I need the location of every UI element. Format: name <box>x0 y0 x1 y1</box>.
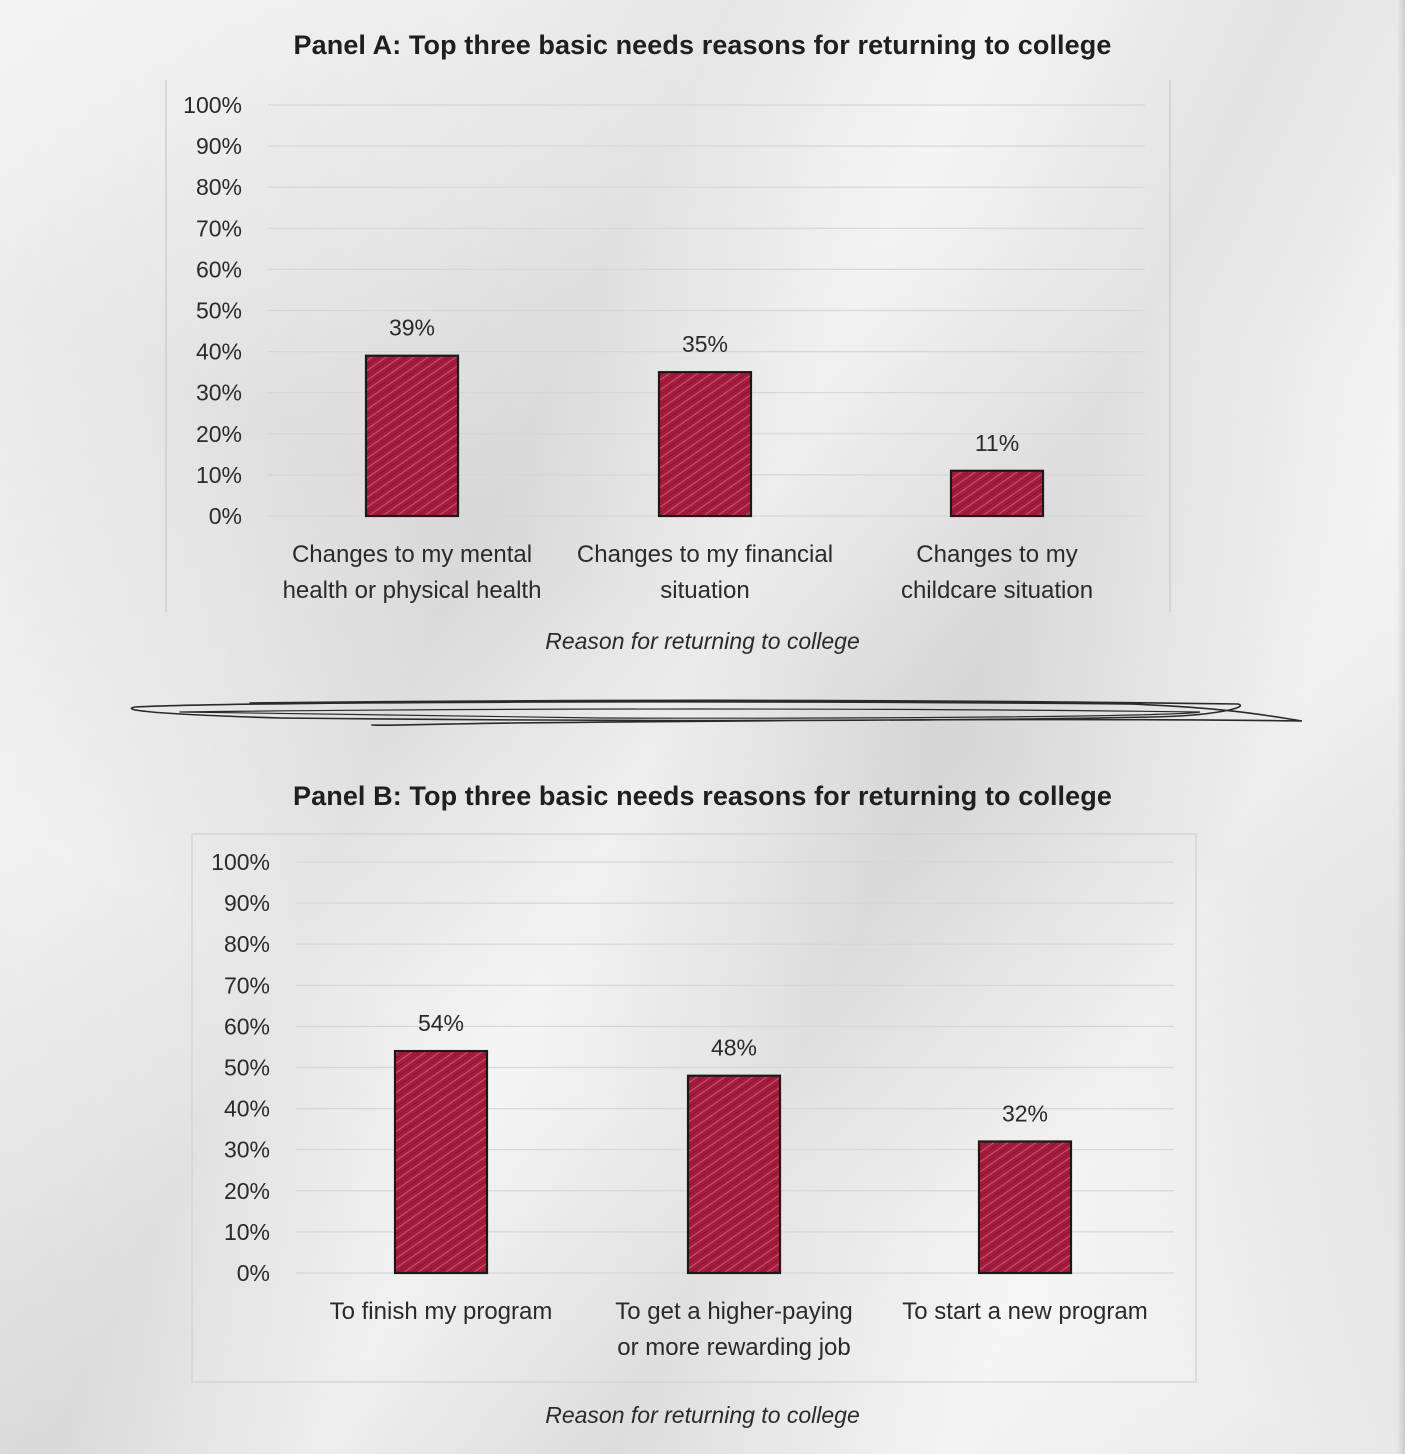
panel-b-category-label-1: To finish my program <box>330 1298 553 1325</box>
panel-a-data-label-3: 11% <box>975 430 1019 456</box>
panel-b-x-axis-label: Reason for returning to college <box>545 1402 860 1428</box>
panel-b-y-tick-label: 30% <box>224 1137 270 1163</box>
panel-a-y-tick-label: 80% <box>196 174 242 200</box>
panel-a-data-label-1: 39% <box>389 315 435 341</box>
panel-b-y-tick-label: 70% <box>224 972 270 998</box>
panel-b-title: Panel B: Top three basic needs reasons f… <box>293 781 1112 811</box>
panel-a-x-axis-label: Reason for returning to college <box>545 628 860 654</box>
panel-a-y-tick-label: 10% <box>196 462 242 488</box>
panel-b-category-label-3: To start a new program <box>902 1298 1147 1325</box>
panel-b-y-tick-label: 100% <box>211 849 270 875</box>
panel-a-category-label-1: Changes to my mental <box>292 541 532 568</box>
panel-a-category-label-2: Changes to my financial <box>577 541 833 568</box>
panel-b-data-label-3: 32% <box>1002 1100 1048 1126</box>
panel-b-bar-2 <box>686 1074 782 1275</box>
panel-a-y-tick-label: 70% <box>196 215 242 241</box>
panel-b-y-tick-label: 60% <box>224 1013 270 1039</box>
panel-a-y-tick-label: 50% <box>196 298 242 324</box>
panel-a-y-tick-label: 90% <box>196 133 242 159</box>
panel-a-category-label-1: health or physical health <box>283 577 542 604</box>
panel-a-data-label-2: 35% <box>682 331 728 357</box>
panel-b-category-label-2: or more rewarding job <box>617 1334 850 1361</box>
panel-a-category-label-2: situation <box>660 577 749 604</box>
panel-b-y-tick-label: 0% <box>237 1260 270 1286</box>
panel-b-y-tick-label: 50% <box>224 1055 270 1081</box>
panel-b-bar-3 <box>977 1140 1073 1275</box>
panel-b-data-label-2: 48% <box>711 1035 757 1061</box>
panel-b-y-tick-label: 40% <box>224 1096 270 1122</box>
panel-a-y-tick-label: 40% <box>196 339 242 365</box>
panel-a-category-label-3: childcare situation <box>901 577 1093 604</box>
panel-b-frame <box>191 833 1197 1383</box>
paper-edge-shadow <box>1397 0 1405 1454</box>
panel-b-y-tick-label: 80% <box>224 931 270 957</box>
panel-b-data-label-1: 54% <box>418 1010 464 1036</box>
panel-a-bar-3 <box>949 469 1045 518</box>
panel-a-category-label-3: Changes to my <box>916 541 1077 568</box>
panel-a-y-tick-label: 0% <box>209 503 242 529</box>
panel-a-bar-1 <box>364 354 460 518</box>
panel-a-y-tick-label: 100% <box>183 92 242 118</box>
panel-a-bar-2 <box>657 371 753 518</box>
panel-a-y-tick-label: 60% <box>196 256 242 282</box>
scribble-divider <box>130 699 1303 727</box>
panel-b-bar-1 <box>393 1049 489 1275</box>
panel-b-y-tick-label: 90% <box>224 890 270 916</box>
panel-b-category-label-2: To get a higher-paying <box>615 1298 853 1325</box>
panel-b-y-tick-label: 20% <box>224 1178 270 1204</box>
panel-a-y-tick-label: 30% <box>196 380 242 406</box>
panel-b-y-tick-label: 10% <box>224 1219 270 1245</box>
panel-a-y-tick-label: 20% <box>196 421 242 447</box>
panel-a-title: Panel A: Top three basic needs reasons f… <box>293 30 1112 60</box>
